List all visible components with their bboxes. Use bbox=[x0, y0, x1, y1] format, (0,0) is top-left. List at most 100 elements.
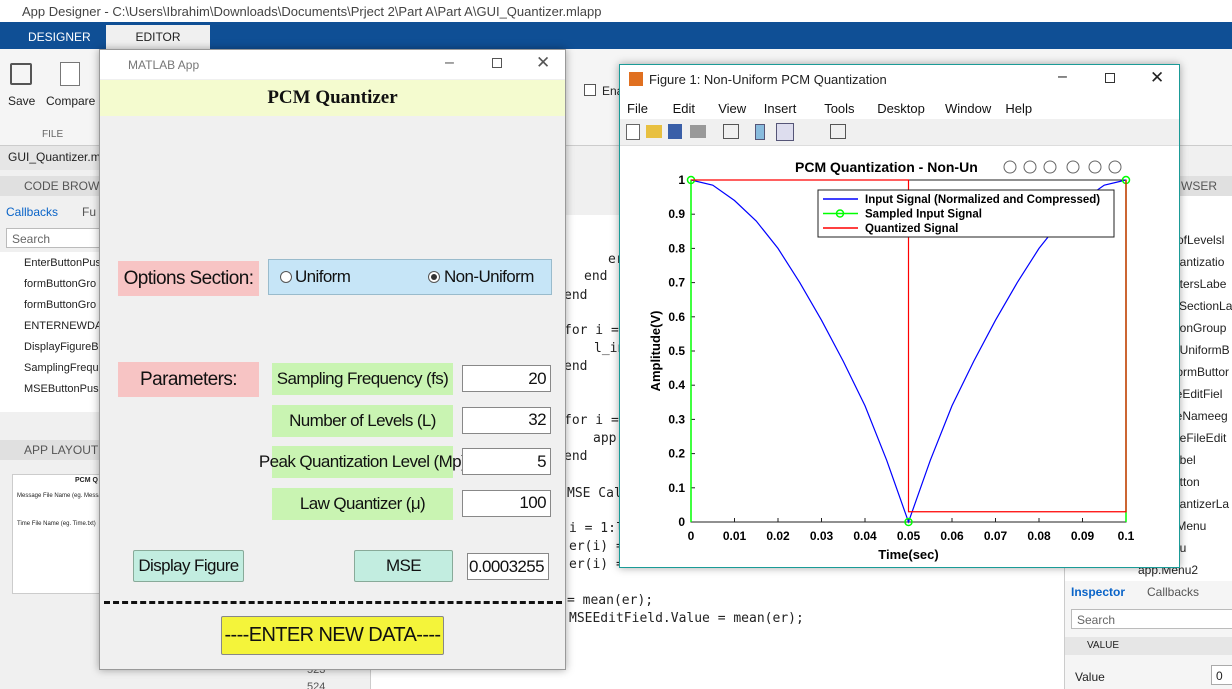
code-line: for i = bbox=[564, 413, 619, 428]
x-tick-label: 0.04 bbox=[853, 529, 877, 543]
axes-tool bbox=[1108, 160, 1122, 174]
tab-bar: DESIGNER EDITOR bbox=[0, 22, 1232, 49]
tool-icon[interactable] bbox=[723, 124, 739, 139]
enter-button[interactable]: ----ENTER NEW DATA---- bbox=[221, 616, 444, 655]
tool-icon[interactable] bbox=[776, 123, 794, 141]
search-placeholder: Search bbox=[1077, 613, 1116, 627]
panel-tab[interactable]: Callbacks bbox=[6, 205, 59, 219]
callback-item[interactable]: MSEButtonPus bbox=[24, 383, 99, 395]
x-axis-label: Time(sec) bbox=[878, 547, 938, 562]
callback-item[interactable]: ENTERNEWDA bbox=[24, 320, 103, 332]
callback-item[interactable]: formButtonGro bbox=[24, 299, 97, 311]
component-item[interactable]: nUniformB bbox=[1173, 343, 1230, 357]
component-item[interactable]: leNameeg bbox=[1173, 409, 1228, 423]
menu-item[interactable]: Insert bbox=[763, 101, 797, 116]
menu-item[interactable]: View bbox=[718, 101, 747, 116]
component-item[interactable]: ttonGroup bbox=[1173, 321, 1227, 335]
separator bbox=[104, 601, 562, 604]
code-line: app. bbox=[593, 431, 625, 446]
search-box[interactable]: Search bbox=[1071, 609, 1232, 629]
code-line: i = 1:l bbox=[569, 521, 624, 536]
tool-icon[interactable] bbox=[668, 124, 682, 139]
mse-button[interactable]: MSE bbox=[354, 550, 453, 582]
tab[interactable]: EDITOR bbox=[106, 25, 210, 49]
checkbox[interactable] bbox=[584, 84, 596, 96]
menu-item[interactable]: Window bbox=[945, 101, 992, 116]
menu-item[interactable]: Tools bbox=[824, 101, 855, 116]
inspector-tab[interactable]: Inspector bbox=[1071, 585, 1126, 599]
menu-item[interactable]: Edit bbox=[672, 101, 695, 116]
component-item[interactable]: leEditFiel bbox=[1173, 387, 1223, 401]
y-tick-label: 0.8 bbox=[668, 241, 685, 255]
tab[interactable]: DESIGNER bbox=[28, 30, 91, 44]
code-line: end bbox=[564, 288, 588, 303]
search-box[interactable]: Search bbox=[6, 228, 100, 248]
compare-label[interactable]: Compare bbox=[46, 94, 96, 108]
section-title: VALUE bbox=[1087, 640, 1120, 651]
tool-icon[interactable] bbox=[690, 125, 706, 138]
y-tick-label: 0.4 bbox=[668, 378, 685, 392]
y-axis-label: Amplitude(V) bbox=[648, 311, 663, 392]
axes-tool bbox=[1043, 160, 1057, 174]
x-tick-label: 0.03 bbox=[810, 529, 834, 543]
callback-item[interactable]: EnterButtonPus bbox=[24, 257, 102, 269]
tool-icon[interactable] bbox=[830, 124, 846, 139]
close[interactable]: ✕ bbox=[536, 53, 551, 72]
legend-marker bbox=[835, 209, 845, 218]
panel-title: CODE BROW bbox=[24, 179, 100, 193]
y-tick-label: 0.9 bbox=[668, 207, 685, 221]
display-button[interactable]: Display Figure bbox=[133, 550, 244, 582]
inspector-tab[interactable]: Callbacks bbox=[1147, 585, 1200, 599]
component-item[interactable]: formButtor bbox=[1173, 365, 1230, 379]
x-tick-label: 0.07 bbox=[984, 529, 1008, 543]
parameter-label: Sampling Frequency (fs) bbox=[272, 363, 453, 395]
code-line: end bbox=[564, 359, 588, 374]
compare-icon[interactable] bbox=[60, 62, 80, 86]
axes-tool bbox=[1003, 160, 1017, 174]
mse-field[interactable]: 0.0003255 bbox=[467, 553, 549, 580]
component-item[interactable]: uantizatio bbox=[1173, 255, 1225, 269]
menu-item[interactable]: Desktop bbox=[877, 101, 925, 116]
menu-item[interactable]: Help bbox=[1005, 101, 1033, 116]
callback-item[interactable]: DisplayFigureB bbox=[24, 341, 99, 353]
title-bar: App Designer - C:\Users\Ibrahim\Download… bbox=[0, 0, 1232, 22]
save-icon[interactable] bbox=[10, 63, 32, 85]
panel-header: CODE BROW bbox=[0, 176, 100, 196]
chart-title: PCM Quantization - Non-Un bbox=[795, 159, 978, 175]
minimize[interactable]: – bbox=[445, 54, 454, 71]
radio-button[interactable] bbox=[280, 271, 292, 283]
save-label[interactable]: Save bbox=[8, 94, 36, 108]
x-tick-label: 0.06 bbox=[940, 529, 964, 543]
callback-list: EnterButtonPus formButtonGro formButtonGro… bbox=[0, 252, 103, 412]
radio-label[interactable]: Uniform bbox=[295, 267, 351, 286]
component-item[interactable]: etersLabe bbox=[1173, 277, 1227, 291]
parameter-field[interactable]: 32 bbox=[462, 406, 551, 434]
component-item[interactable]: tMenu bbox=[1173, 519, 1207, 533]
close[interactable]: ✕ bbox=[1150, 68, 1165, 87]
radio-label[interactable]: Non-Uniform bbox=[444, 267, 534, 286]
tool-icon[interactable] bbox=[755, 124, 765, 140]
panel-tab[interactable]: Fu bbox=[82, 205, 97, 219]
parameter-field[interactable]: 20 bbox=[462, 365, 551, 392]
property-field[interactable]: 0 bbox=[1211, 665, 1232, 685]
tool-icon[interactable] bbox=[646, 125, 662, 138]
x-tick-label: 0.01 bbox=[723, 529, 747, 543]
radio-button[interactable] bbox=[428, 271, 440, 283]
code-line: end bbox=[584, 269, 608, 284]
minimize[interactable]: – bbox=[1058, 68, 1067, 85]
callback-item[interactable]: formButtonGro bbox=[24, 278, 97, 290]
component-item[interactable]: uantizerLa bbox=[1173, 497, 1230, 511]
menu-item[interactable]: File bbox=[627, 101, 648, 116]
component-item[interactable]: sSectionLa bbox=[1173, 299, 1232, 313]
window-title: MATLAB App bbox=[128, 58, 200, 72]
component-item[interactable]: rofLevelsl bbox=[1173, 233, 1225, 247]
callback-item[interactable]: SamplingFrequ bbox=[24, 362, 99, 374]
tool-icon[interactable] bbox=[626, 124, 640, 140]
parameter-field[interactable]: 100 bbox=[462, 489, 551, 517]
maximize[interactable] bbox=[1105, 73, 1115, 83]
parameter-field[interactable]: 5 bbox=[462, 448, 551, 475]
maximize[interactable] bbox=[492, 58, 502, 68]
file-tab[interactable]: GUI_Quantizer.mla bbox=[0, 146, 110, 170]
component-item[interactable]: geFileEdit bbox=[1173, 431, 1227, 445]
